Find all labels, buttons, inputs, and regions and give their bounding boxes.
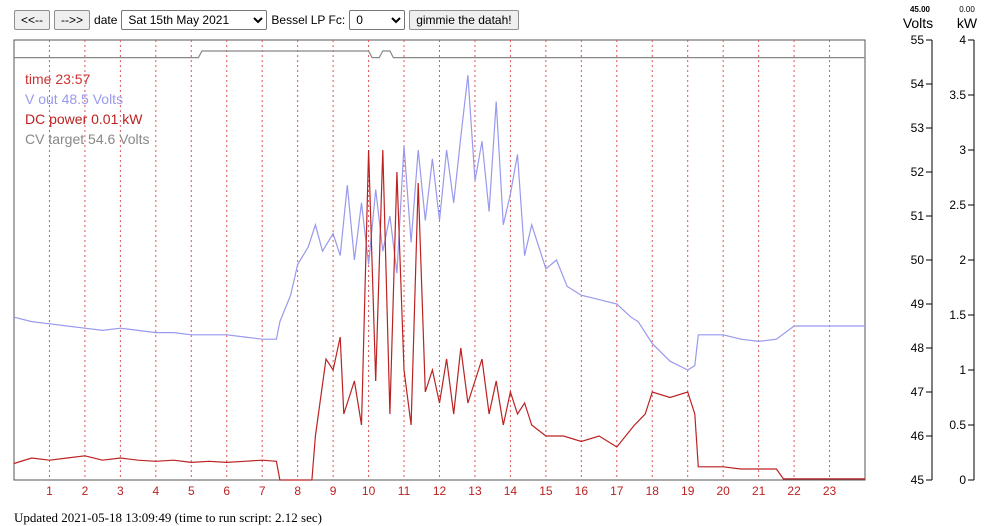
x-tick-label: 21 xyxy=(752,484,766,498)
x-tick-label: 15 xyxy=(539,484,553,498)
kw-tick-label: 4 xyxy=(959,33,966,47)
kw-tick-label: 1 xyxy=(959,363,966,377)
kw-tick-label: 3.5 xyxy=(949,88,966,102)
x-tick-label: 19 xyxy=(681,484,695,498)
fetch-data-button[interactable]: gimmie the datah! xyxy=(409,10,519,30)
toolbar: <<-- -->> date Sat 15th May 2021 Bessel … xyxy=(14,9,519,31)
date-select[interactable]: Sat 15th May 2021 xyxy=(121,10,268,30)
volts-axis: 45 46 47 48 49 50 51 52 53 54 55 xyxy=(911,33,933,487)
volts-tick-label: 48 xyxy=(911,341,925,355)
volts-tick-label: 46 xyxy=(911,429,925,443)
bessel-label: Bessel LP Fc: xyxy=(271,13,346,27)
kw-tick-label: 0 xyxy=(959,473,966,487)
volts-tick-label: 45 xyxy=(911,473,925,487)
volts-tick-label: 50 xyxy=(911,253,925,267)
x-axis-ticks: 1 2 3 4 5 6 7 8 9 10 11 12 13 14 15 16 17 18 19 20 21 22 23 xyxy=(46,484,836,498)
cv-target-series-line xyxy=(14,50,865,59)
x-tick-label: 9 xyxy=(330,484,337,498)
x-tick-label: 10 xyxy=(362,484,376,498)
x-tick-label: 14 xyxy=(504,484,518,498)
x-tick-label: 22 xyxy=(787,484,801,498)
legend-power: DC power 0.01 kW xyxy=(25,111,143,127)
kw-tick-label: 3 xyxy=(959,143,966,157)
power-series-line xyxy=(13,149,865,481)
x-tick-label: 11 xyxy=(398,484,411,498)
kw-tick-label: 1.5 xyxy=(949,308,966,322)
volts-unit: Volts xyxy=(903,15,933,31)
x-tick-label: 4 xyxy=(152,484,159,498)
x-tick-label: 7 xyxy=(259,484,266,498)
x-tick-label: 17 xyxy=(610,484,624,498)
x-tick-label: 6 xyxy=(223,484,230,498)
volts-tick-label: 47 xyxy=(911,385,925,399)
x-tick-label: 16 xyxy=(575,484,589,498)
kw-readout: 0.00 xyxy=(959,5,975,14)
volts-tick-label: 54 xyxy=(911,77,925,91)
kw-tick-label: 2 xyxy=(959,253,966,267)
volts-readout: 45.00 xyxy=(910,5,931,14)
x-tick-label: 18 xyxy=(646,484,660,498)
x-tick-label: 3 xyxy=(117,484,124,498)
legend-cv-target: CV target 54.6 Volts xyxy=(25,131,150,147)
grid-lines xyxy=(48,40,831,480)
prev-day-button[interactable]: <<-- xyxy=(14,10,51,30)
x-tick-label: 5 xyxy=(188,484,195,498)
kw-unit: kW xyxy=(957,15,978,31)
voltage-series-line xyxy=(13,75,865,371)
volts-tick-label: 52 xyxy=(911,165,925,179)
kw-tick-label: 2.5 xyxy=(949,198,966,212)
series-layer xyxy=(13,50,865,481)
power-chart: time 23:57 V out 48.5 Volts DC power 0.0… xyxy=(13,5,978,498)
volts-tick-label: 53 xyxy=(911,121,925,135)
kw-tick-label: 0.5 xyxy=(949,418,966,432)
update-status: Updated 2021-05-18 13:09:49 (time to run… xyxy=(14,510,322,525)
kw-axis: 0 0.5 1 1.5 2 2.5 3 3.5 4 xyxy=(949,33,975,487)
x-tick-label: 8 xyxy=(294,484,301,498)
legend-time: time 23:57 xyxy=(25,71,91,87)
volts-tick-label: 51 xyxy=(911,209,925,223)
legend-voltage: V out 48.5 Volts xyxy=(25,91,123,107)
date-label: date xyxy=(94,13,118,27)
next-day-button[interactable]: -->> xyxy=(54,10,91,30)
x-tick-label: 23 xyxy=(823,484,837,498)
x-tick-label: 2 xyxy=(82,484,89,498)
bessel-select[interactable]: 0 xyxy=(349,10,406,30)
volts-tick-label: 49 xyxy=(911,297,925,311)
x-tick-label: 13 xyxy=(468,484,482,498)
volts-tick-label: 55 xyxy=(911,33,925,47)
legend: time 23:57 V out 48.5 Volts DC power 0.0… xyxy=(25,71,150,147)
x-tick-label: 12 xyxy=(433,484,447,498)
x-tick-label: 1 xyxy=(46,484,53,498)
x-tick-label: 20 xyxy=(716,484,730,498)
